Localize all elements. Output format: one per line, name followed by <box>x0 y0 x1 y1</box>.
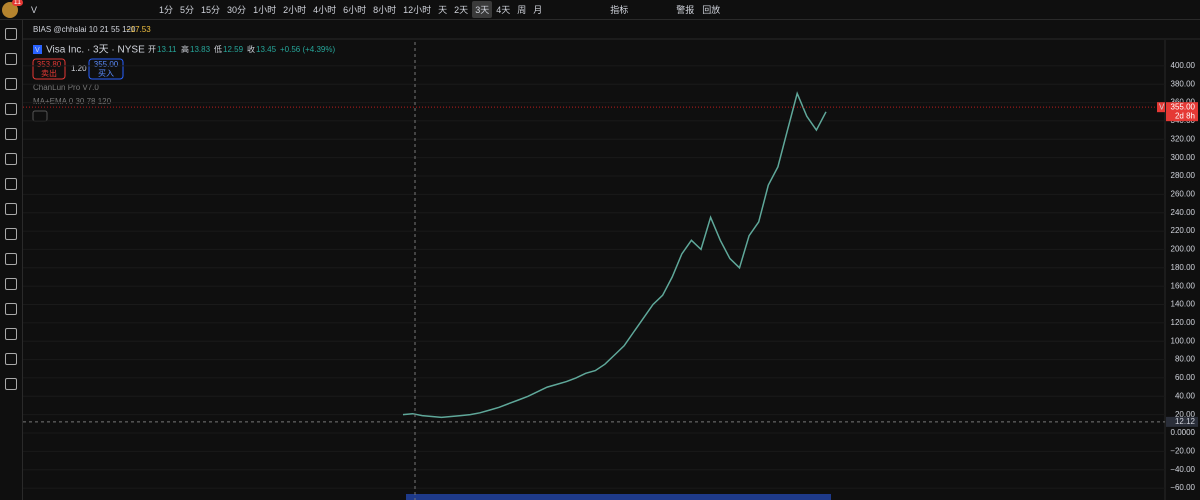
y-tick-label: 300.00 <box>1171 153 1196 162</box>
last-price-symbol: V <box>1159 102 1165 111</box>
y-tick-label: 180.00 <box>1171 263 1196 272</box>
tool[interactable] <box>5 28 17 40</box>
y-tick-label: 40.00 <box>1175 391 1196 400</box>
tool[interactable] <box>5 78 17 90</box>
study: MA+EMA 0 30 78 120 <box>33 97 112 106</box>
y-tick-label: 140.00 <box>1171 300 1196 309</box>
interval-button[interactable]: 4小时 <box>313 5 337 15</box>
collapse-button[interactable] <box>32 110 48 122</box>
interval-button[interactable]: 4天 <box>496 5 511 15</box>
drawing-toolbar <box>0 20 23 500</box>
ohlc-label: 高 <box>181 44 189 54</box>
alerts-button[interactable]: 警报 <box>676 5 695 15</box>
y-tick-label: 60.00 <box>1175 373 1196 382</box>
last-price-tag <box>1157 102 1165 113</box>
ohlc: 开 13.11 高 13.83 低 12.59 收 13.45 +0.56 (+4.39%) <box>148 44 335 54</box>
y-tick-label: −60.00 <box>1170 483 1195 492</box>
ohlc-value: 13.45 <box>256 45 277 54</box>
tool[interactable] <box>5 103 17 115</box>
interval-button[interactable]: 周 <box>517 5 527 15</box>
buy-price: 355.00 <box>94 60 119 69</box>
interval-button[interactable]: 6小时 <box>343 5 367 15</box>
interval-button[interactable]: 12小时 <box>403 5 432 15</box>
ohlc-value: 13.83 <box>190 45 211 54</box>
interval-button[interactable]: 1分 <box>159 5 174 15</box>
chart: BIAS @chhslai 10 21 55 120 −17.53 V Visa… <box>23 25 1200 500</box>
avatar[interactable]: 11 <box>2 0 23 18</box>
tool[interactable] <box>5 203 17 215</box>
tool[interactable] <box>5 253 17 265</box>
tool[interactable] <box>5 278 17 290</box>
ohlc-value: 12.59 <box>223 45 244 54</box>
y-tick-label: 400.00 <box>1171 61 1196 70</box>
spread: 1.20 <box>71 64 87 73</box>
y-tick-label: 120.00 <box>1171 318 1196 327</box>
tool[interactable] <box>5 178 17 190</box>
price-line <box>402 91 827 419</box>
last-price-label: 355.00 <box>1171 102 1196 111</box>
y-tick-label: 240.00 <box>1171 208 1196 217</box>
y-tick-label: −40.00 <box>1170 465 1195 474</box>
ohlc-value: 13.11 <box>157 45 177 54</box>
y-tick-label: 220.00 <box>1171 226 1196 235</box>
interval-button[interactable]: 15分 <box>201 5 221 15</box>
buy-button[interactable] <box>88 58 124 80</box>
study: ChanLun Pro V7.0 <box>33 83 99 92</box>
symbol-logo <box>33 45 42 54</box>
interval-button[interactable]: 5分 <box>180 5 195 15</box>
bottom-study-strip <box>406 494 831 500</box>
y-tick-label: 260.00 <box>1171 189 1196 198</box>
last-price-box <box>1166 102 1198 122</box>
y-tick-label: 200.00 <box>1171 245 1196 254</box>
bias-name: BIAS @chhslai 10 21 55 120 <box>33 25 136 34</box>
sell-button[interactable] <box>32 58 66 80</box>
indicators-button[interactable]: 指标 <box>610 5 629 15</box>
badge: 11 <box>11 0 23 6</box>
sell-price: 353.80 <box>37 60 62 69</box>
change: +0.56 (+4.39%) <box>280 45 335 54</box>
y-tick-label: 280.00 <box>1171 171 1196 180</box>
replay-button[interactable]: 回放 <box>702 5 721 15</box>
bias-value: −17.53 <box>126 25 151 34</box>
interval-button[interactable]: 1小时 <box>253 5 277 15</box>
tool[interactable] <box>5 53 17 65</box>
buy-label: 买入 <box>98 69 114 78</box>
interval-button[interactable]: 天 <box>438 5 448 15</box>
symbol-search[interactable]: V <box>31 4 38 15</box>
tool[interactable] <box>5 303 17 315</box>
symbol-title: Visa Inc. · 3天 · NYSE <box>46 45 145 56</box>
ohlc-label: 收 <box>247 44 255 54</box>
interval-button[interactable]: 3天 <box>472 1 493 18</box>
interval-button[interactable]: 月 <box>533 5 543 15</box>
crosshair-box <box>1166 416 1198 427</box>
y-tick-label: 80.00 <box>1175 355 1196 364</box>
interval-button[interactable]: 30分 <box>227 5 247 15</box>
y-tick-label: −20.00 <box>1170 446 1195 455</box>
y-tick-label: 20.00 <box>1175 410 1196 419</box>
interval-button[interactable]: 2小时 <box>283 5 307 15</box>
tool[interactable] <box>5 128 17 140</box>
sell-label: 卖出 <box>41 68 57 78</box>
top-toolbar: 11 V 1分 5分 15分 30分 1小时 2小时 4小时 6小时 8小时 12小时天 2天 3天 4… <box>0 0 1200 20</box>
symbol-tag: V <box>35 47 40 54</box>
tool[interactable] <box>5 353 17 365</box>
y-tick-label: 320.00 <box>1171 134 1196 143</box>
y-tick-label: 0.0000 <box>1171 428 1196 437</box>
y-tick-label: 380.00 <box>1171 79 1196 88</box>
interval-button[interactable]: 2天 <box>454 5 469 15</box>
crosshair-label: 12.12 <box>1175 417 1196 426</box>
y-tick-label: 100.00 <box>1171 336 1196 345</box>
countdown: 2d 8h <box>1175 111 1195 120</box>
interval-list: 1分 5分 15分 30分 1小时 2小时 4小时 6小时 8小时 12小时天 2天 3天 4天周月 <box>156 1 545 18</box>
ohlc-label: 开 <box>148 45 156 54</box>
interval-button[interactable]: 8小时 <box>373 5 397 15</box>
ohlc-label: 低 <box>214 44 222 54</box>
tool[interactable] <box>5 328 17 340</box>
tool[interactable] <box>5 153 17 165</box>
tool[interactable] <box>5 228 17 240</box>
tool[interactable] <box>5 378 17 390</box>
y-tick-label: 160.00 <box>1171 281 1196 290</box>
